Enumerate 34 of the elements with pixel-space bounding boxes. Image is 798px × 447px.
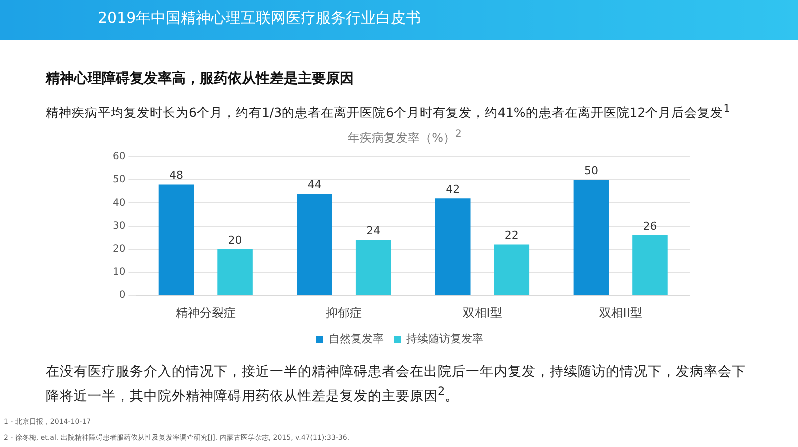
y-tick-label: 50 <box>112 174 126 186</box>
data-label: 44 <box>308 178 322 192</box>
text: 精神疾病平均复发时长为6个月，约有1/3的患者在离开医院6个月时有复发，约41%的患者在离开医院12个月后会复发$^{1}$ <box>46 103 730 122</box>
y-tick-label: 0 <box>119 290 126 302</box>
bar <box>435 198 471 296</box>
data-label: 48 <box>169 169 184 182</box>
legend-label: 持续随访复发率 <box>406 332 484 346</box>
x-tick-label: 双相I型 <box>462 306 502 320</box>
data-label: 22 <box>504 229 519 242</box>
data-label: 26 <box>643 220 658 233</box>
legend-label: 自然复发率 <box>329 332 384 346</box>
chart-subtitle: 精神心理障碍复发率高，服药依从性差是主要原因 <box>46 70 354 88</box>
data-label: 42 <box>446 182 460 196</box>
bar <box>158 184 194 296</box>
y-tick-label: 40 <box>112 198 126 209</box>
chart-title: 年疾病复发率（%）$^{2}$ <box>347 129 463 147</box>
y-tick-label: 20 <box>112 244 126 255</box>
data-label: 50 <box>584 164 598 178</box>
text: 在没有医疗服务介入的情况下，接近一半的精神障碍患者会在出院后一年内复发，持续随访的情况下，发病率会下降将近一半，其中院外精神障碍用药依从性差是复发的主要原因$^{2}$。 <box>46 363 746 406</box>
x-tick-label: 精神分裂症 <box>176 306 236 320</box>
text: 2019年中国精神心理互联网医疗服务行业白皮书 <box>98 9 422 28</box>
bar <box>297 194 332 296</box>
x-tick-label: 双相II型 <box>599 306 642 320</box>
bar <box>218 249 253 296</box>
bar <box>494 244 530 296</box>
data-label: 24 <box>366 224 381 238</box>
bar <box>632 236 668 296</box>
data-label: 20 <box>228 234 242 247</box>
y-tick-label: 30 <box>112 220 126 232</box>
bar <box>356 240 392 296</box>
bar <box>574 180 610 296</box>
y-tick-label: 60 <box>112 152 126 163</box>
y-tick-label: 10 <box>112 267 126 278</box>
x-tick-label: 抑郁症 <box>326 306 362 320</box>
